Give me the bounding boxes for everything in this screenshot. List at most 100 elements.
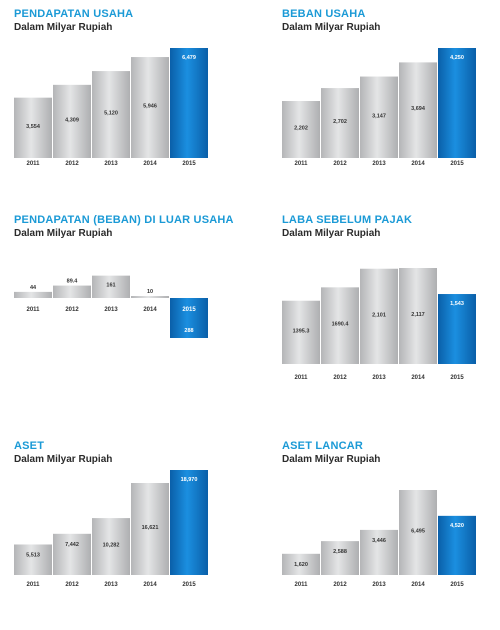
category-label-2011: 2011 [294, 375, 308, 381]
bar-2015 [170, 298, 208, 338]
value-label-2014: 16,621 [142, 525, 159, 531]
value-label-2015: 4,520 [450, 523, 464, 529]
chart-panel-pendapatan-beban-di-luar-usaha: PENDAPATAN (BEBAN) DI LUAR USAHA Dalam M… [14, 214, 244, 404]
bar-chart: 44 2011 89.4 2012 161 2013 10 2014 288 2015 [14, 275, 208, 338]
value-label-2013: 10,282 [103, 543, 120, 549]
bar-2012 [321, 88, 359, 158]
value-label-2013: 3,446 [372, 538, 386, 544]
bar-2015 [438, 294, 476, 364]
category-label-2011: 2011 [26, 161, 40, 167]
bar-2015 [438, 515, 476, 575]
bar-2011 [282, 300, 320, 364]
value-label-2012: 7,442 [65, 542, 79, 548]
bar-2011 [14, 97, 52, 158]
bar-2013 [92, 71, 130, 158]
value-label-2012: 1690.4 [332, 322, 350, 328]
bar-2011 [14, 544, 52, 575]
category-label-2012: 2012 [65, 582, 79, 588]
category-label-2015: 2015 [450, 375, 464, 381]
value-label-2011: 1,620 [294, 562, 308, 568]
category-label-2013: 2013 [372, 582, 386, 588]
bar-chart: 5,513 2011 7,442 2012 10,282 2013 16,621 2014 18… [14, 470, 208, 588]
bar-2012 [53, 285, 91, 298]
bar-2015 [170, 470, 208, 575]
category-label-2015: 2015 [450, 582, 464, 588]
value-label-2012: 2,588 [333, 549, 347, 555]
bar-2014 [399, 490, 437, 575]
chart-panel-laba-sebelum-pajak: LABA SEBELUM PAJAK Dalam Milyar Rupiah 1… [282, 214, 500, 404]
bar-2011 [282, 101, 320, 158]
category-label-2012: 2012 [65, 307, 79, 313]
bar-2013 [360, 268, 398, 364]
category-label-2011: 2011 [294, 582, 308, 588]
value-label-2012: 2,702 [333, 119, 347, 125]
bar-2015 [170, 48, 208, 158]
chart-panel-beban-usaha: BEBAN USAHA Dalam Milyar Rupiah 2,202 201… [282, 8, 500, 198]
category-label-2014: 2014 [411, 582, 425, 588]
bar-2012 [321, 541, 359, 575]
bar-2013 [92, 275, 130, 298]
category-label-2014: 2014 [411, 161, 425, 167]
bar-2011 [282, 553, 320, 575]
bar-2012 [321, 287, 359, 364]
category-label-2013: 2013 [104, 307, 118, 313]
value-label-2013: 3,147 [372, 113, 386, 119]
bar-2013 [360, 529, 398, 575]
bar-2013 [360, 76, 398, 158]
category-label-2012: 2012 [333, 582, 347, 588]
chart-title: LABA SEBELUM PAJAK [282, 214, 413, 226]
chart-subtitle: Dalam Milyar Rupiah [14, 228, 113, 239]
value-label-2012: 89.4 [67, 279, 79, 285]
bar-2015 [438, 48, 476, 158]
bar-2011 [14, 291, 52, 298]
bar-2014 [131, 296, 169, 298]
category-label-2013: 2013 [104, 582, 118, 588]
chart-panel-aset-lancar: ASET LANCAR Dalam Milyar Rupiah 1,620 201… [282, 440, 500, 630]
chart-panel-pendapatan-usaha: PENDAPATAN USAHA Dalam Milyar Rupiah 3,5… [14, 8, 244, 198]
category-label-2015: 2015 [182, 582, 196, 588]
category-label-2015: 2015 [182, 161, 196, 167]
chart-subtitle: Dalam Milyar Rupiah [14, 22, 113, 33]
value-label-2012: 4,309 [65, 117, 79, 123]
bar-chart: 3,554 2011 4,309 2012 5,120 2013 5,946 2014 6,47… [14, 48, 208, 167]
bar-2014 [131, 57, 169, 158]
value-label-2011: 1395.3 [293, 328, 310, 334]
bar-2014 [131, 483, 169, 575]
category-label-2014: 2014 [143, 307, 157, 313]
chart-title: ASET [14, 440, 45, 452]
chart-subtitle: Dalam Milyar Rupiah [14, 454, 113, 465]
chart-panel-aset: ASET Dalam Milyar Rupiah 5,513 2011 7,442 2… [14, 440, 244, 630]
category-label-2011: 2011 [26, 307, 40, 313]
category-label-2012: 2012 [333, 161, 347, 167]
chart-title: PENDAPATAN USAHA [14, 8, 134, 20]
bar-chart: 1395.3 2011 1690.4 2012 2,101 2013 2,117 2014 1,… [282, 268, 476, 381]
category-label-2015: 2015 [182, 307, 196, 313]
chart-title: BEBAN USAHA [282, 8, 366, 20]
bar-chart: 1,620 2011 2,588 2012 3,446 2013 6,495 2014 4,52… [282, 490, 476, 588]
value-label-2011: 5,513 [26, 552, 40, 558]
category-label-2014: 2014 [143, 161, 157, 167]
bar-2013 [92, 518, 130, 575]
value-label-2015: 1,543 [450, 301, 464, 307]
chart-subtitle: Dalam Milyar Rupiah [282, 228, 381, 239]
category-label-2012: 2012 [333, 375, 347, 381]
value-label-2011: 3,554 [26, 124, 41, 130]
bar-2014 [399, 268, 437, 364]
chart-title: ASET LANCAR [282, 440, 364, 452]
chart-title: PENDAPATAN (BEBAN) DI LUAR USAHA [14, 214, 234, 226]
chart-subtitle: Dalam Milyar Rupiah [282, 22, 381, 33]
value-label-2015: 18,970 [181, 477, 198, 483]
value-label-2014: 5,946 [143, 104, 157, 110]
value-label-2011: 2,202 [294, 126, 308, 132]
value-label-2015: 4,250 [450, 55, 464, 61]
category-label-2011: 2011 [26, 582, 40, 588]
category-label-2012: 2012 [65, 161, 79, 167]
value-label-2014: 2,117 [411, 312, 424, 318]
category-label-2013: 2013 [104, 161, 118, 167]
value-label-2014: 10 [147, 289, 153, 295]
category-label-2014: 2014 [143, 582, 157, 588]
chart-subtitle: Dalam Milyar Rupiah [282, 454, 381, 465]
bar-2014 [399, 62, 437, 158]
category-label-2011: 2011 [294, 161, 308, 167]
value-label-2014: 6,495 [411, 529, 425, 535]
